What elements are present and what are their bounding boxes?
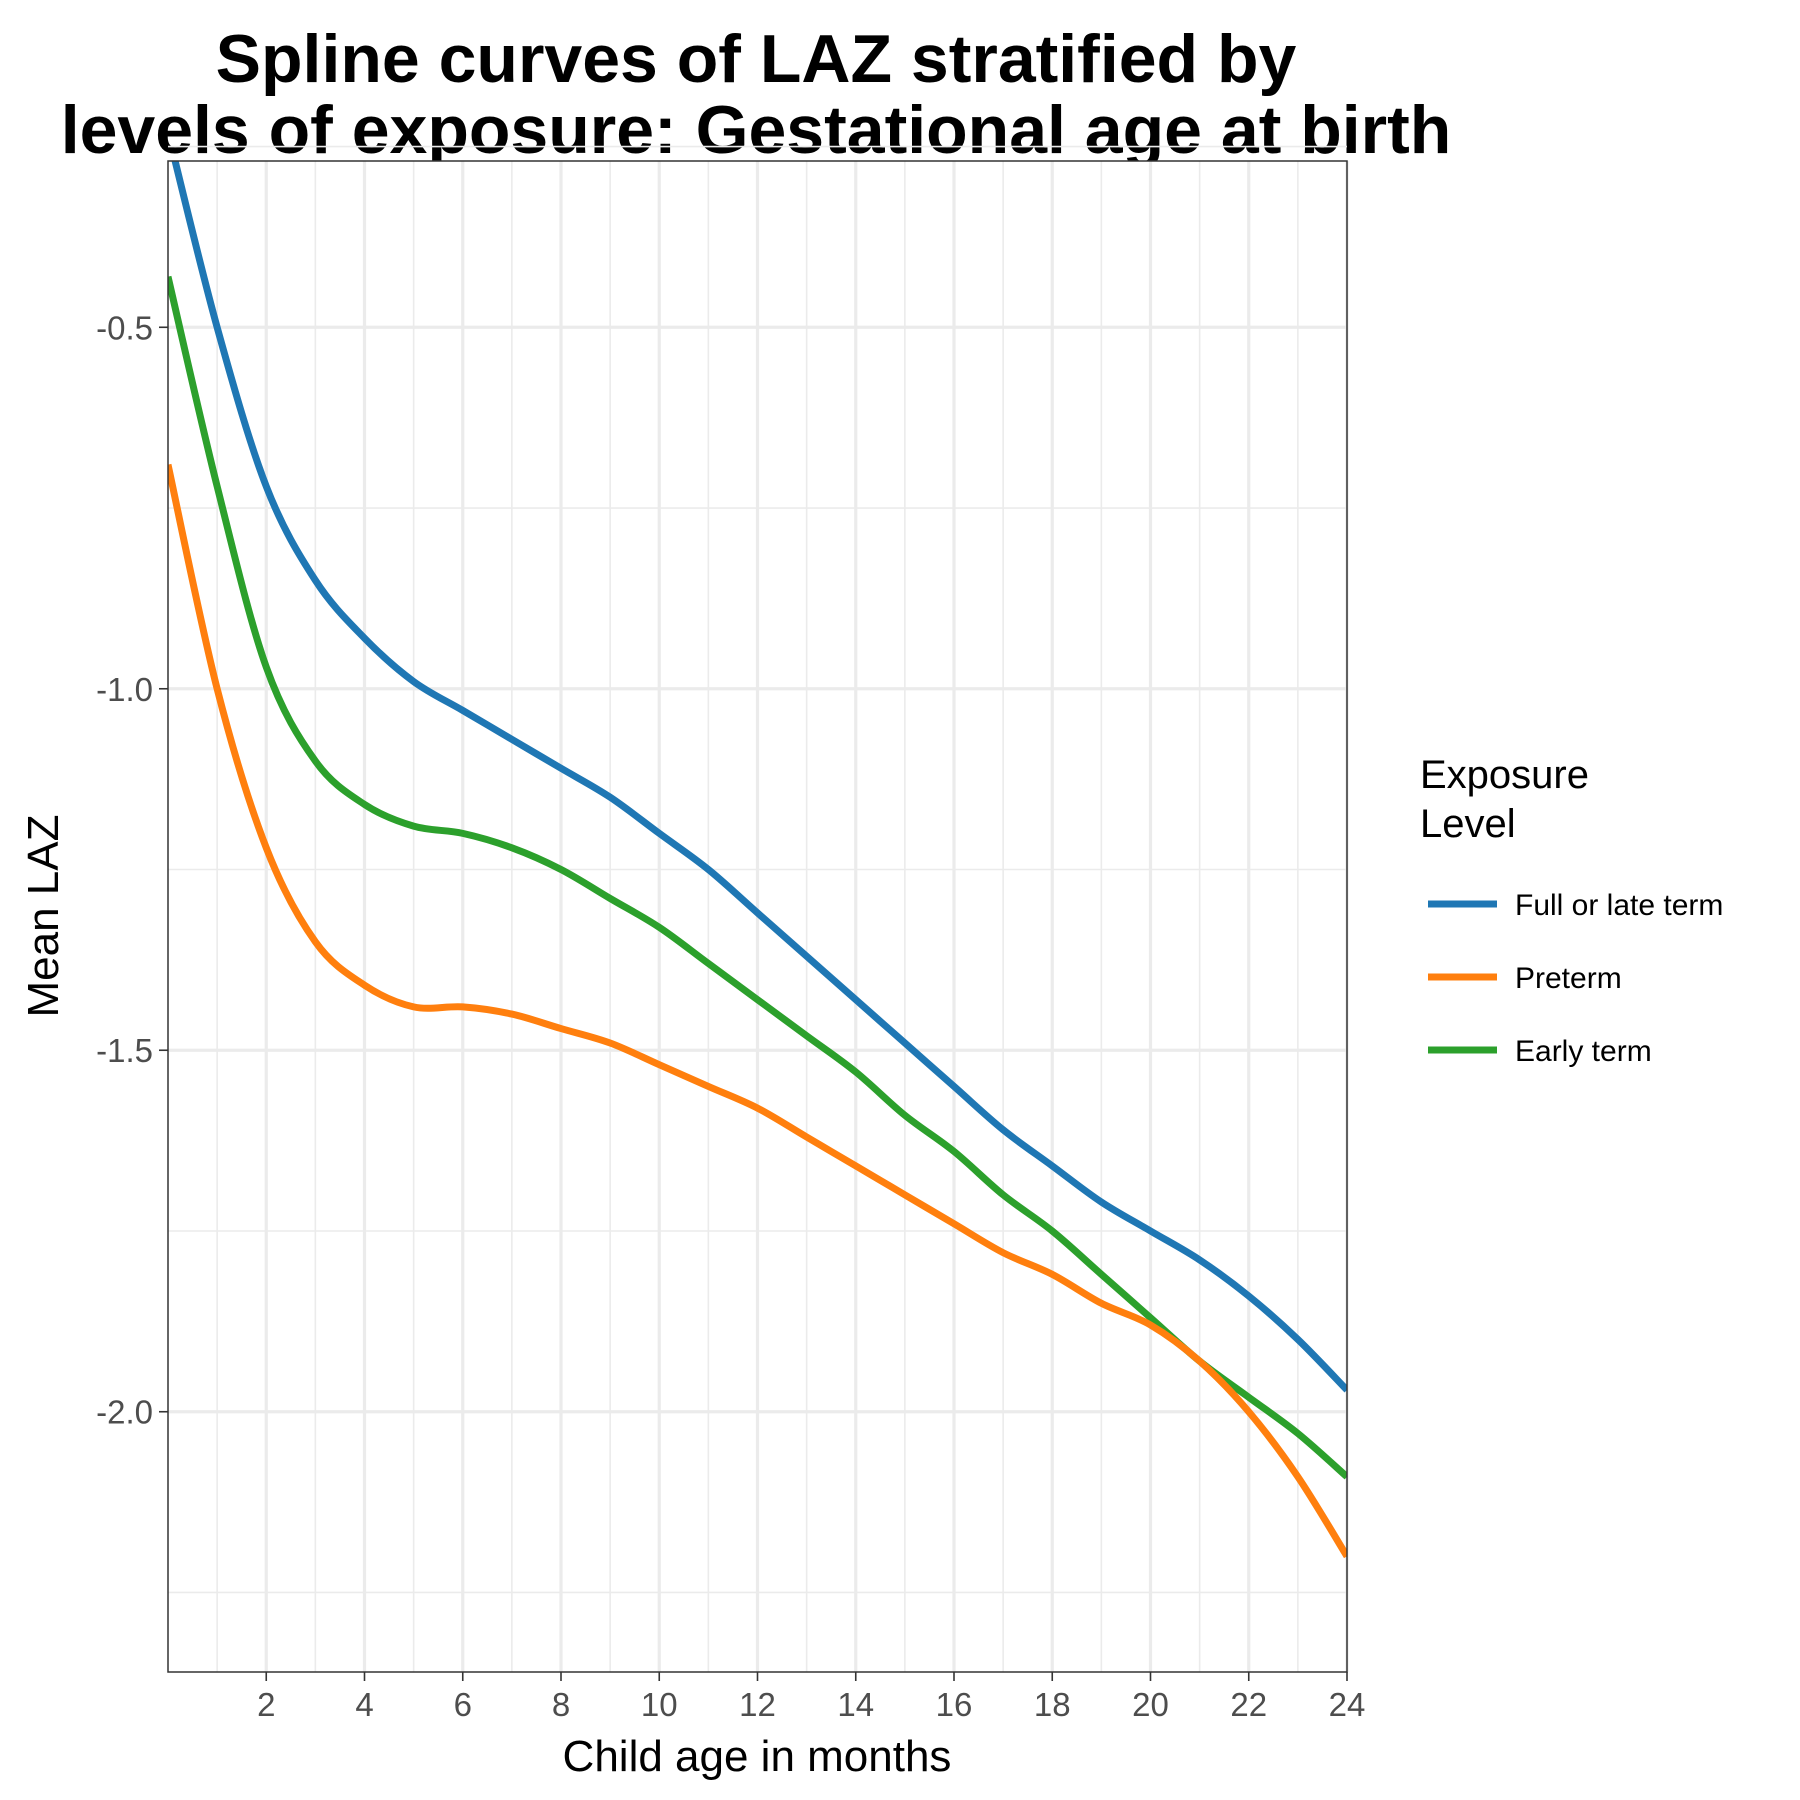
x-tick-label: 6 (454, 1686, 472, 1723)
y-axis: -0.5 -1.0 -1.5 -2.0 (96, 309, 168, 1431)
y-tick-label: -2.0 (96, 1394, 153, 1431)
legend-title-line-1: Exposure (1420, 753, 1589, 797)
x-tick-label: 24 (1329, 1686, 1366, 1723)
legend-title-line-2: Level (1420, 802, 1516, 846)
series-line-early-term (168, 275, 1347, 1480)
x-axis: 2 4 6 8 10 12 14 16 18 20 22 24 (257, 1672, 1365, 1723)
chart-title-line-2: levels of exposure: Gestational age at b… (61, 92, 1452, 168)
series-line-full-or-late-term (171, 161, 1347, 1393)
x-tick-label: 4 (355, 1686, 373, 1723)
x-axis-title: Child age in months (563, 1732, 952, 1781)
series-line-preterm (168, 463, 1347, 1559)
x-tick-label: 16 (936, 1686, 973, 1723)
x-tick-label: 8 (552, 1686, 570, 1723)
y-axis-title: Mean LAZ (19, 815, 68, 1018)
x-tick-label: 14 (837, 1686, 874, 1723)
x-tick-label: 22 (1230, 1686, 1267, 1723)
x-tick-label: 18 (1034, 1686, 1071, 1723)
grid-major (168, 161, 1349, 1672)
legend-items: Full or late term Preterm Early term (1428, 889, 1723, 1068)
chart-title-line-1: Spline curves of LAZ stratified by (216, 21, 1297, 97)
legend: Exposure Level Full or late term Preterm E… (1420, 753, 1723, 1068)
x-tick-label: 20 (1132, 1686, 1169, 1723)
series-layer (168, 161, 1347, 1559)
y-tick-label: -1.5 (96, 1032, 153, 1069)
x-tick-label: 10 (641, 1686, 678, 1723)
y-tick-label: -1.0 (96, 671, 153, 708)
legend-label-preterm: Preterm (1515, 962, 1622, 995)
legend-label-early-term: Early term (1515, 1035, 1652, 1068)
legend-label-full-or-late-term: Full or late term (1515, 889, 1723, 922)
y-tick-label: -0.5 (96, 309, 153, 346)
x-tick-label: 12 (739, 1686, 776, 1723)
x-tick-label: 2 (257, 1686, 275, 1723)
